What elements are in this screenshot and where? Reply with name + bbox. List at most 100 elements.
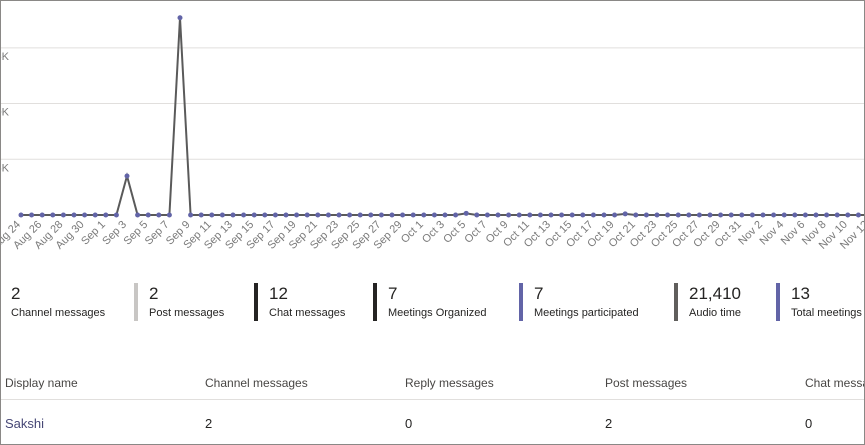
point — [230, 212, 236, 218]
point — [209, 212, 215, 218]
point — [325, 212, 331, 218]
metric: 7 Meetings participated — [534, 283, 639, 321]
point — [262, 212, 268, 218]
x-tick-label: Oct 7 — [462, 219, 489, 246]
point — [336, 212, 342, 218]
cell-value: 2 — [205, 416, 213, 431]
point — [739, 212, 745, 218]
point — [580, 212, 586, 218]
point — [548, 212, 554, 218]
point — [474, 212, 480, 218]
metric-value: 2 — [149, 284, 159, 303]
metric-label: Audio time — [689, 307, 741, 319]
cell-value: 0 — [805, 416, 813, 431]
point — [251, 212, 257, 218]
column-header: Channel messages — [205, 376, 308, 390]
metric-value: 13 — [791, 284, 810, 303]
point — [771, 212, 777, 218]
point — [622, 211, 628, 217]
point — [484, 212, 490, 218]
point — [802, 212, 808, 218]
point — [654, 212, 660, 218]
column-header: Display name — [5, 376, 78, 390]
metric: 12 Chat messages — [269, 283, 345, 321]
point — [103, 212, 109, 218]
point — [283, 212, 289, 218]
point — [315, 212, 321, 218]
y-tick-label: 5K — [1, 162, 10, 174]
point — [495, 212, 501, 218]
point — [601, 212, 607, 218]
metric: 2 Post messages — [149, 283, 224, 321]
point — [18, 212, 24, 218]
point — [537, 212, 543, 218]
point — [82, 212, 88, 218]
y-tick-label: 15K — [1, 51, 10, 63]
point — [124, 173, 130, 179]
point — [834, 212, 840, 218]
point — [590, 212, 596, 218]
point — [92, 212, 98, 218]
point — [749, 212, 755, 218]
point — [559, 212, 565, 218]
point — [198, 212, 204, 218]
point — [453, 212, 459, 218]
point — [145, 212, 151, 218]
point — [50, 212, 56, 218]
point — [135, 212, 141, 218]
point — [633, 212, 639, 218]
metric-value: 2 — [11, 284, 21, 303]
metric-bar — [254, 283, 258, 321]
point — [156, 212, 162, 218]
point — [781, 212, 787, 218]
metric-bar — [373, 283, 377, 321]
point — [728, 212, 734, 218]
point — [60, 212, 66, 218]
metric: 2 Channel messages — [11, 283, 105, 321]
metric-label: Channel messages — [11, 307, 106, 319]
point — [686, 212, 692, 218]
point — [824, 212, 830, 218]
point — [813, 212, 819, 218]
point — [855, 212, 861, 218]
point — [421, 212, 427, 218]
point — [506, 212, 512, 218]
point — [675, 212, 681, 218]
point — [166, 212, 172, 218]
point — [707, 212, 713, 218]
point — [71, 212, 77, 218]
line — [21, 17, 864, 216]
point — [294, 212, 300, 218]
point — [357, 212, 363, 218]
row-separator — [1, 399, 864, 400]
point — [241, 212, 247, 218]
point — [760, 212, 766, 218]
point — [272, 212, 278, 218]
cell-value: 0 — [405, 416, 413, 431]
metric-value: 7 — [534, 284, 544, 303]
metric-bar — [776, 283, 780, 321]
point — [792, 212, 798, 218]
metric-value: 21,410 — [689, 284, 741, 303]
metric-value: 7 — [388, 284, 398, 303]
point — [177, 15, 183, 21]
point — [527, 212, 533, 218]
point — [431, 212, 437, 218]
point — [400, 212, 406, 218]
metric: 21,410 Audio time — [689, 283, 741, 321]
metric-value: 12 — [269, 284, 288, 303]
point — [219, 212, 225, 218]
point — [442, 212, 448, 218]
point — [304, 212, 310, 218]
column-header: Chat messa — [805, 376, 865, 390]
metric-bar — [674, 283, 678, 321]
point — [29, 212, 35, 218]
metric: 7 Meetings Organized — [388, 283, 486, 321]
user-link[interactable]: Sakshi — [5, 416, 45, 431]
point — [39, 212, 45, 218]
cell-value: 2 — [605, 416, 613, 431]
point — [113, 212, 119, 218]
point — [188, 212, 194, 218]
metric-label: Meetings Organized — [388, 307, 487, 319]
